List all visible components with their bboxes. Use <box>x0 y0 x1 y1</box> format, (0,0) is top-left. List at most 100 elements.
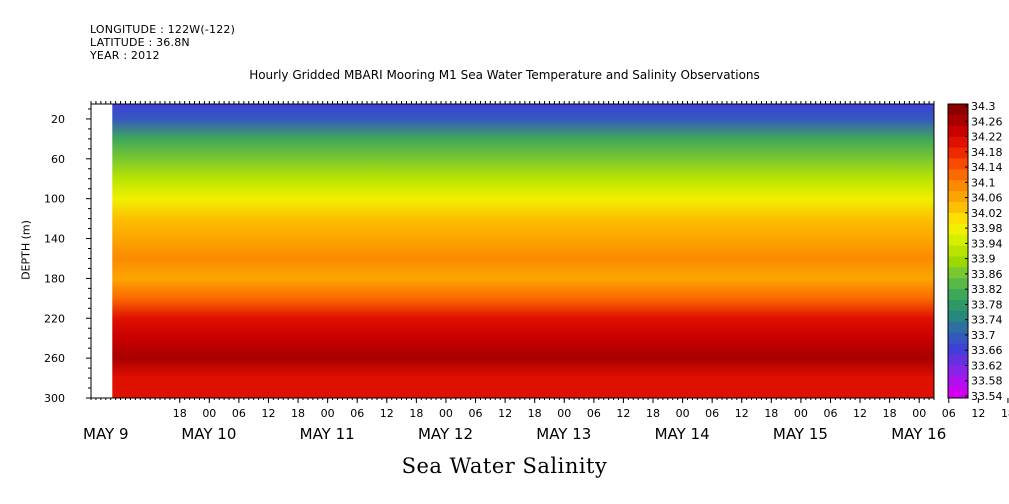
colorbar-label: 34.18 <box>971 146 1003 159</box>
colorbar-swatch <box>948 202 968 214</box>
colorbar-label: 33.9 <box>971 253 996 266</box>
date-label: MAY 16 <box>891 425 946 443</box>
x-axis-title: Sea Water Salinity <box>401 454 608 478</box>
colorbar-swatch <box>948 300 968 312</box>
colorbar-swatch <box>948 191 968 203</box>
colorbar-frame <box>947 103 969 399</box>
x-tick-label: 00 <box>912 407 926 420</box>
colorbar-label: 34.02 <box>971 207 1003 220</box>
colorbar-label: 33.54 <box>971 390 1003 403</box>
colorbar-swatch <box>948 169 968 181</box>
colorbar-swatch <box>948 387 968 399</box>
x-tick-label: 12 <box>735 407 749 420</box>
x-tick-label: 06 <box>469 407 483 420</box>
date-label: MAY 11 <box>300 425 355 443</box>
x-tick-label: 00 <box>439 407 453 420</box>
colorbar-swatch <box>948 158 968 170</box>
colorbar: 34.3 34.26 34.22 34.18 34.14 34.1 34.06 34.02 33… <box>947 100 1003 403</box>
y-tick-label: 20 <box>51 113 65 126</box>
x-tick-label: 06 <box>942 407 956 420</box>
y-tick-label: 300 <box>44 392 65 405</box>
colorbar-swatch <box>948 245 968 257</box>
date-label: MAY 15 <box>773 425 828 443</box>
colorbar-swatch <box>948 114 968 127</box>
year-label: YEAR : 2012 <box>90 49 160 62</box>
longitude-label: LONGITUDE : 122W(-122) <box>90 23 236 36</box>
date-label: MAY 12 <box>418 425 473 443</box>
plot-frame <box>90 103 935 399</box>
x-tick-label: 06 <box>705 407 719 420</box>
x-tick-label: 12 <box>380 407 394 420</box>
x-tick-label: 00 <box>321 407 335 420</box>
x-tick-label: 18 <box>528 407 542 420</box>
y-axis: 20 60 100 140 180 220 260 300 <box>44 108 91 405</box>
chart-title: Hourly Gridded MBARI Mooring M1 Sea Wate… <box>249 68 760 82</box>
x-axis: 18 00 06 12 18 00 06 12 18 00 06 12 18 00 06 12 18 00 06 12… <box>83 101 1009 443</box>
colorbar-label: 33.98 <box>971 222 1003 235</box>
date-label: MAY 10 <box>181 425 236 443</box>
colorbar-swatch <box>948 256 968 268</box>
colorbar-swatch <box>948 267 968 279</box>
colorbar-swatch <box>948 365 968 377</box>
x-tick-label: 18 <box>291 407 305 420</box>
colorbar-swatch <box>948 343 968 355</box>
x-tick-label: 12 <box>498 407 512 420</box>
salinity-field <box>91 104 934 398</box>
x-tick-label: 06 <box>232 407 246 420</box>
colorbar-swatch <box>948 180 968 192</box>
colorbar-label: 34.06 <box>971 192 1003 205</box>
colorbar-label: 33.78 <box>971 298 1003 311</box>
x-tick-label: 00 <box>557 407 571 420</box>
colorbar-swatch <box>948 223 968 236</box>
x-tick-label: 00 <box>794 407 808 420</box>
x-tick-label: 12 <box>261 407 275 420</box>
colorbar-label: 33.66 <box>971 344 1003 357</box>
colorbar-swatch <box>948 354 968 366</box>
y-tick-label: 100 <box>44 193 65 206</box>
x-tick-label: 18 <box>1001 407 1009 420</box>
x-tick-label: 00 <box>676 407 690 420</box>
x-tick-label: 06 <box>587 407 601 420</box>
colorbar-swatch <box>948 321 968 334</box>
latitude-label: LATITUDE : 36.8N <box>90 36 190 49</box>
y-tick-label: 180 <box>44 272 65 285</box>
x-tick-label: 00 <box>202 407 216 420</box>
x-tick-label: 06 <box>823 407 837 420</box>
colorbar-swatch <box>948 104 968 116</box>
colorbar-label: 33.58 <box>971 375 1003 388</box>
colorbar-label: 33.74 <box>971 314 1003 327</box>
x-tick-label: 12 <box>971 407 985 420</box>
x-tick-label: 18 <box>173 407 187 420</box>
colorbar-swatch <box>948 234 968 247</box>
missing-data-region <box>91 104 113 398</box>
x-tick-label: 18 <box>883 407 897 420</box>
colorbar-label: 33.7 <box>971 329 996 342</box>
colorbar-swatch <box>948 376 968 388</box>
x-tick-label: 18 <box>646 407 660 420</box>
x-tick-label: 18 <box>409 407 423 420</box>
colorbar-label: 34.22 <box>971 131 1003 144</box>
colorbar-swatch <box>948 136 968 149</box>
date-label: MAY 9 <box>83 425 129 443</box>
y-tick-label: 60 <box>51 153 65 166</box>
colorbar-label: 34.26 <box>971 115 1003 128</box>
colorbar-swatch <box>948 289 968 301</box>
x-tick-label: 12 <box>616 407 630 420</box>
colorbar-swatch <box>948 125 968 138</box>
x-tick-label: 06 <box>350 407 364 420</box>
colorbar-label: 34.1 <box>971 176 996 189</box>
colorbar-label: 33.62 <box>971 359 1003 372</box>
date-label: MAY 14 <box>655 425 710 443</box>
colorbar-label: 33.86 <box>971 268 1003 281</box>
y-tick-label: 260 <box>44 352 65 365</box>
x-tick-label: 18 <box>764 407 778 420</box>
y-tick-label: 140 <box>44 233 65 246</box>
colorbar-label: 33.94 <box>971 237 1003 250</box>
colorbar-swatch <box>948 147 968 159</box>
colorbar-swatch <box>948 332 968 345</box>
colorbar-swatch <box>948 212 968 225</box>
colorbar-label: 34.14 <box>971 161 1003 174</box>
colorbar-swatch <box>948 278 968 290</box>
colorbar-label: 34.3 <box>971 100 996 113</box>
